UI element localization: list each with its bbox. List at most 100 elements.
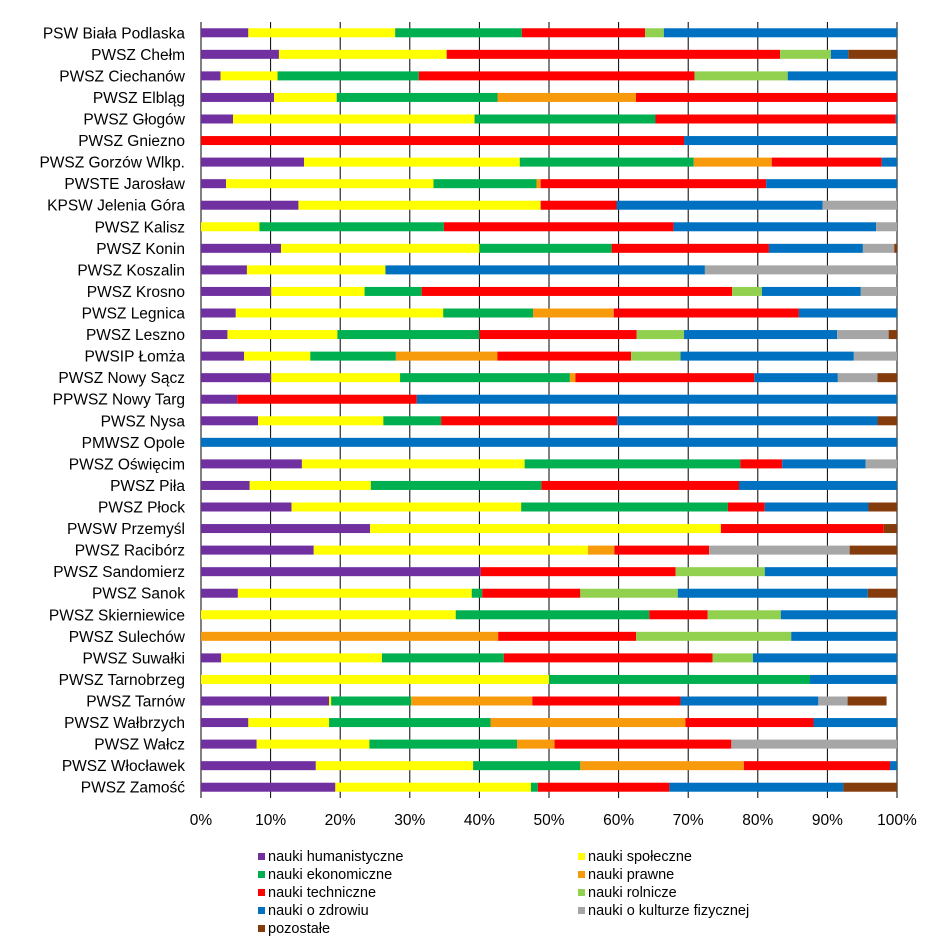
bar-segment: [837, 330, 889, 340]
bar-segment: [364, 286, 422, 296]
bar-segment: [201, 653, 222, 663]
category-labels: PSW Biała Podlaska PWSZ Chełm PWSZ Ciechan…: [39, 25, 185, 796]
bar-segment: [752, 653, 897, 663]
bar-segment: [524, 459, 741, 469]
bar-segment: [313, 545, 588, 555]
bar-segment: [395, 351, 498, 361]
x-tick-label: 0%: [190, 812, 213, 829]
bar-segment: [201, 394, 238, 404]
bar-segment: [335, 782, 531, 792]
bar-segment: [645, 28, 664, 38]
bar-segment: [443, 222, 674, 232]
bar-segment: [201, 718, 249, 728]
category-label: PWSZ Sanok: [92, 586, 185, 603]
bar-segment: [497, 351, 632, 361]
bar-segment: [201, 330, 228, 340]
bar-segment: [743, 761, 891, 771]
bar-segment: [540, 200, 617, 210]
bar-segment: [732, 286, 762, 296]
category-label: PWSZ Sulechów: [69, 629, 186, 646]
bar-segment: [370, 480, 542, 490]
bar-segment: [201, 286, 272, 296]
bar-segment: [304, 157, 520, 167]
bar-segment: [201, 610, 456, 620]
bar-segment: [443, 308, 533, 318]
bar-segment: [201, 416, 259, 426]
bar-segment: [580, 588, 678, 598]
bar-segment: [201, 308, 236, 318]
bar-segment: [201, 351, 245, 361]
bar-segment: [201, 524, 371, 534]
bar-segment: [890, 761, 897, 771]
bar-segment: [540, 179, 767, 189]
bar-segment: [433, 179, 537, 189]
bar-segment: [636, 330, 685, 340]
bar-segment: [754, 373, 838, 383]
bar-segment: [503, 653, 713, 663]
bar-segment: [876, 222, 897, 232]
bar-segment: [532, 696, 681, 706]
category-label: PWSZ Skierniewice: [49, 607, 185, 624]
bar-segment: [418, 71, 695, 81]
category-label: PWSW Przemyśl: [67, 521, 185, 538]
legend-label: nauki humanistyczne: [268, 849, 403, 865]
category-label: PSW Biała Podlaska: [43, 25, 186, 42]
legend-label: nauki techniczne: [268, 885, 376, 901]
bar-segment: [201, 761, 316, 771]
bar-segment: [336, 92, 498, 102]
bar-segment: [575, 373, 755, 383]
bar-segment: [201, 243, 282, 253]
legend-swatch: [258, 853, 265, 860]
bar-segment: [554, 739, 732, 749]
bar-segment: [707, 610, 781, 620]
bar-segment: [480, 567, 676, 577]
bar-segment: [370, 524, 721, 534]
bar-segment: [680, 696, 819, 706]
bar-segment: [685, 718, 814, 728]
bar-segment: [787, 71, 897, 81]
bar-segment: [810, 674, 897, 684]
bar-segment: [337, 330, 480, 340]
bar-segment: [867, 588, 897, 598]
bar-segment: [201, 588, 238, 598]
bar-segment: [694, 71, 788, 81]
bars: [201, 28, 897, 792]
category-label: PWSZ Włocławek: [62, 758, 185, 775]
bar-segment: [383, 416, 442, 426]
bar-segment: [764, 567, 897, 577]
bar-segment: [673, 222, 877, 232]
bar-segment: [281, 243, 480, 253]
bar-segment: [201, 459, 302, 469]
bar-segment: [479, 243, 612, 253]
bar-segment: [519, 157, 694, 167]
bar-segment: [631, 351, 681, 361]
bar-segment: [521, 502, 728, 512]
bar-segment: [201, 567, 481, 577]
bar-segment: [471, 588, 483, 598]
bar-segment: [226, 179, 434, 189]
bar-segment: [201, 437, 897, 447]
bar-segment: [235, 308, 444, 318]
bar-segment: [614, 545, 710, 555]
bar-segment: [201, 373, 272, 383]
legend-swatch: [578, 889, 585, 896]
bar-segment: [385, 265, 705, 275]
bar-segment: [201, 71, 221, 81]
bar-segment: [849, 545, 897, 555]
bar-segment: [220, 71, 278, 81]
legend-label: nauki o kulturze fizycznej: [588, 903, 749, 919]
bar-segment: [771, 157, 882, 167]
bar-segment: [537, 782, 670, 792]
bar-segment: [201, 200, 299, 210]
legend-swatch: [578, 853, 585, 860]
bar-segment: [291, 502, 522, 512]
bar-segment: [474, 114, 656, 124]
legend-label: nauki ekonomiczne: [268, 867, 392, 883]
category-label: PWSZ Gorzów Wlkp.: [39, 155, 185, 172]
category-label: PWSZ Zamość: [81, 780, 185, 797]
category-label: PWSZ Tarnobrzeg: [59, 672, 185, 689]
bar-segment: [237, 394, 417, 404]
legend-label: pozostałe: [268, 921, 330, 937]
bar-segment: [611, 243, 769, 253]
category-label: PWSZ Krosno: [87, 284, 185, 301]
